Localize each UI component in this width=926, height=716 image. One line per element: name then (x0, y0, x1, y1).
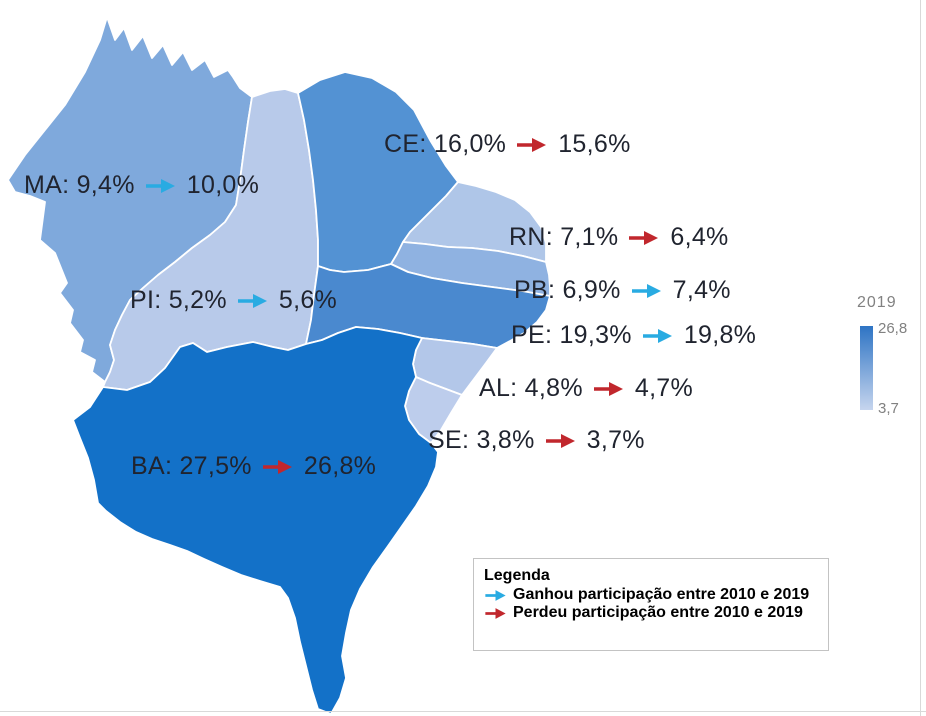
state-value-2010: PI: 5,2% (130, 286, 227, 314)
state-shape-BA (72, 326, 439, 715)
state-value-2019: 4,7% (634, 374, 694, 402)
legend-title: Legenda (484, 567, 550, 584)
color-scale-min: 3,7 (878, 400, 899, 417)
gain-arrow-icon (485, 589, 506, 601)
trend-arrow-icon (642, 328, 672, 343)
frame-bottom-border (0, 711, 926, 712)
legend-box: Legenda Ganhou participação entre 2010 e… (473, 558, 829, 651)
state-value-2010: BA: 27,5% (131, 452, 252, 480)
state-value-2010: SE: 3,8% (428, 426, 535, 454)
legend-item-label: Perdeu participação entre 2010 e 2019 (513, 604, 803, 621)
trend-arrow-icon (145, 178, 175, 193)
trend-arrow-icon (517, 137, 547, 152)
state-value-2019: 7,4% (672, 276, 731, 304)
trend-arrow-icon (593, 381, 623, 396)
state-label-RN: RN: 7,1% 6,4% (509, 223, 729, 252)
state-value-2019: 3,7% (586, 426, 645, 454)
state-label-PI: PI: 5,2% 5,6% (130, 286, 337, 315)
trend-arrow-icon (237, 293, 267, 308)
trend-arrow-icon (631, 283, 661, 298)
state-label-PB: PB: 6,9% 7,4% (514, 276, 731, 305)
state-value-2010: PE: 19,3% (511, 321, 632, 349)
state-value-2019: 19,8% (683, 321, 757, 349)
state-label-CE: CE: 16,0% 15,6% (384, 130, 631, 159)
state-label-PE: PE: 19,3% 19,8% (511, 321, 756, 350)
state-value-2019: 5,6% (278, 286, 338, 314)
color-scale-year: 2019 (857, 294, 897, 311)
state-label-AL: AL: 4,8% 4,7% (479, 374, 693, 403)
state-value-2019: 26,8% (303, 452, 377, 480)
state-value-2010: AL: 4,8% (479, 374, 583, 402)
state-label-SE: SE: 3,8% 3,7% (428, 426, 645, 455)
frame-right-border (920, 0, 921, 716)
legend-item-label: Ganhou participação entre 2010 e 2019 (513, 586, 810, 603)
color-scale-gradient-bar (860, 326, 873, 410)
trend-arrow-icon (262, 459, 292, 474)
legend-item-loss: Perdeu participação entre 2010 e 2019 (484, 604, 828, 622)
state-value-2019: 6,4% (670, 223, 729, 251)
loss-arrow-icon (485, 607, 506, 619)
state-value-2010: RN: 7,1% (509, 223, 619, 251)
trend-arrow-icon (545, 433, 575, 448)
state-value-2019: 15,6% (558, 130, 631, 158)
state-label-BA: BA: 27,5% 26,8% (131, 452, 376, 481)
color-scale-max: 26,8 (878, 320, 908, 337)
state-value-2019: 10,0% (186, 171, 260, 199)
state-value-2010: PB: 6,9% (514, 276, 621, 304)
state-value-2010: CE: 16,0% (384, 130, 507, 158)
legend-item-gain: Ganhou participação entre 2010 e 2019 (484, 586, 828, 604)
state-label-MA: MA: 9,4% 10,0% (24, 171, 259, 200)
state-value-2010: MA: 9,4% (24, 171, 135, 199)
trend-arrow-icon (629, 230, 659, 245)
